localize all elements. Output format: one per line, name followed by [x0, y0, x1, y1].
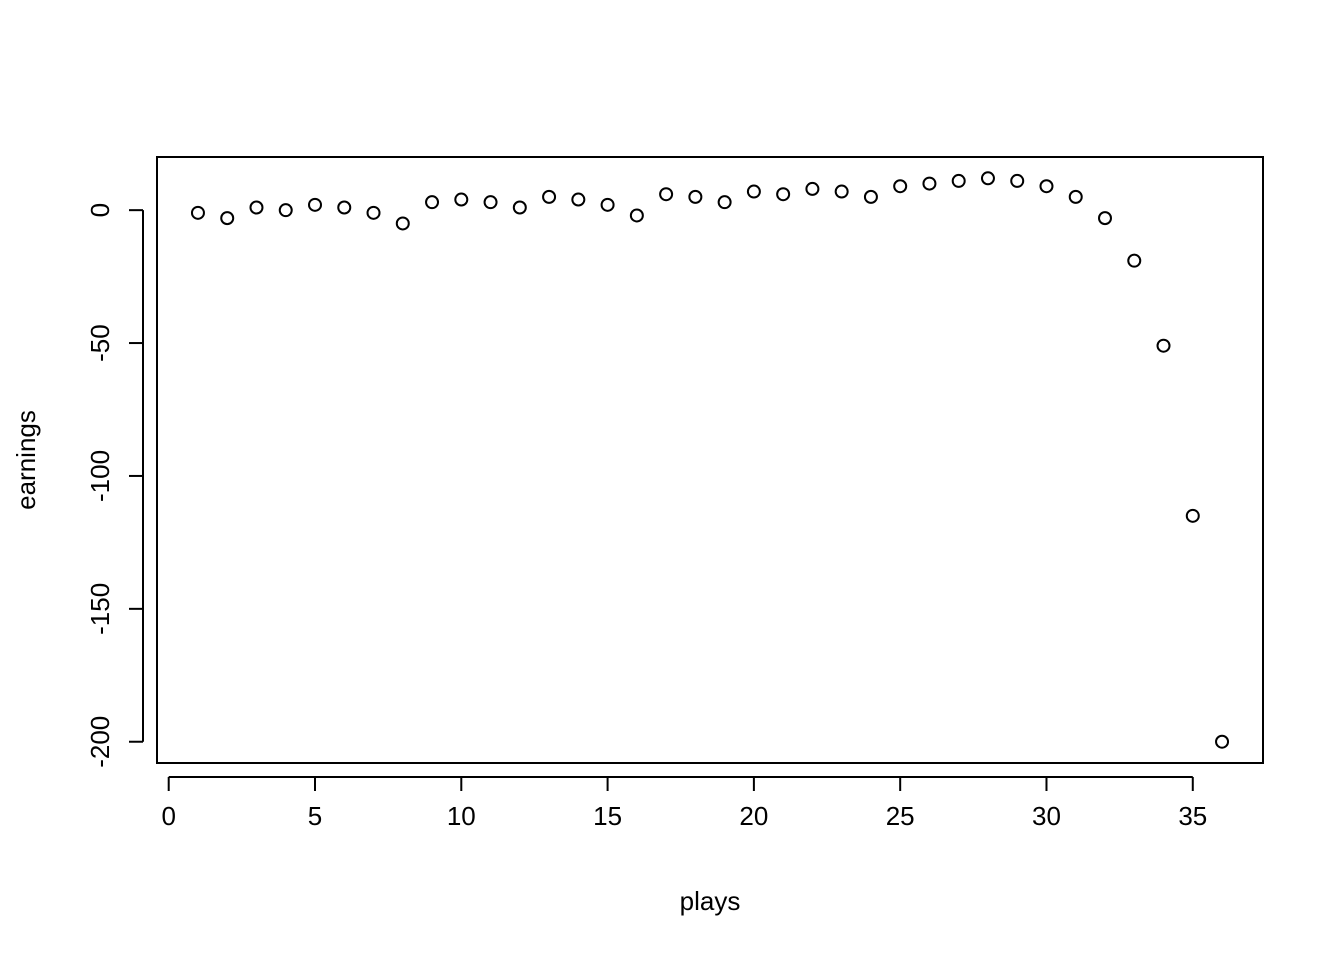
x-tick-label: 5 [308, 801, 322, 831]
y-tick-label: -100 [85, 450, 115, 502]
data-point [425, 195, 440, 210]
x-tick-label: 15 [593, 801, 622, 831]
y-tick-label: -150 [85, 583, 115, 635]
data-point [776, 187, 791, 202]
data-point [454, 192, 469, 207]
x-tick-label: 30 [1032, 801, 1061, 831]
x-tick-label: 35 [1178, 801, 1207, 831]
y-tick-label: -200 [85, 716, 115, 768]
data-point [893, 179, 908, 194]
data-point [1156, 338, 1171, 353]
data-points [190, 171, 1230, 749]
data-point [863, 189, 878, 204]
y-tick-label: -50 [85, 324, 115, 362]
x-axis: 0 5 10 15 20 25 30 35 [161, 776, 1207, 831]
data-point [571, 192, 586, 207]
data-point [805, 181, 820, 196]
plot-frame [156, 156, 1264, 764]
data-point [308, 197, 322, 212]
data-point [1185, 508, 1200, 523]
y-tick-label: 0 [85, 203, 115, 217]
data-point [1215, 734, 1230, 749]
data-point [659, 187, 674, 202]
y-axis-title: earnings [11, 410, 41, 510]
data-point [220, 211, 235, 226]
data-point [980, 171, 995, 186]
data-point [483, 195, 498, 210]
x-tick-label: 0 [161, 801, 175, 831]
data-point [922, 176, 937, 191]
data-point [717, 195, 732, 210]
y-axis: 0 -50 -100 -150 -200 [85, 203, 144, 768]
data-point [1068, 189, 1083, 204]
x-tick-label: 10 [447, 801, 476, 831]
data-point [337, 200, 352, 215]
data-point [249, 200, 264, 215]
x-tick-label: 25 [886, 801, 915, 831]
data-point [834, 184, 849, 199]
x-axis-title: plays [680, 886, 741, 916]
data-point [1039, 179, 1054, 194]
data-point [395, 216, 410, 231]
data-point [278, 203, 293, 218]
data-point [1098, 211, 1112, 226]
x-tick-label: 20 [739, 801, 768, 831]
data-point [1127, 253, 1142, 268]
data-point [1010, 173, 1025, 188]
data-point [366, 205, 381, 220]
data-point [190, 205, 205, 220]
data-point [600, 197, 615, 212]
data-point [951, 173, 966, 188]
data-point [542, 189, 557, 204]
data-point [746, 184, 761, 199]
data-point [688, 189, 703, 204]
data-point [512, 200, 527, 215]
data-point [629, 208, 644, 223]
